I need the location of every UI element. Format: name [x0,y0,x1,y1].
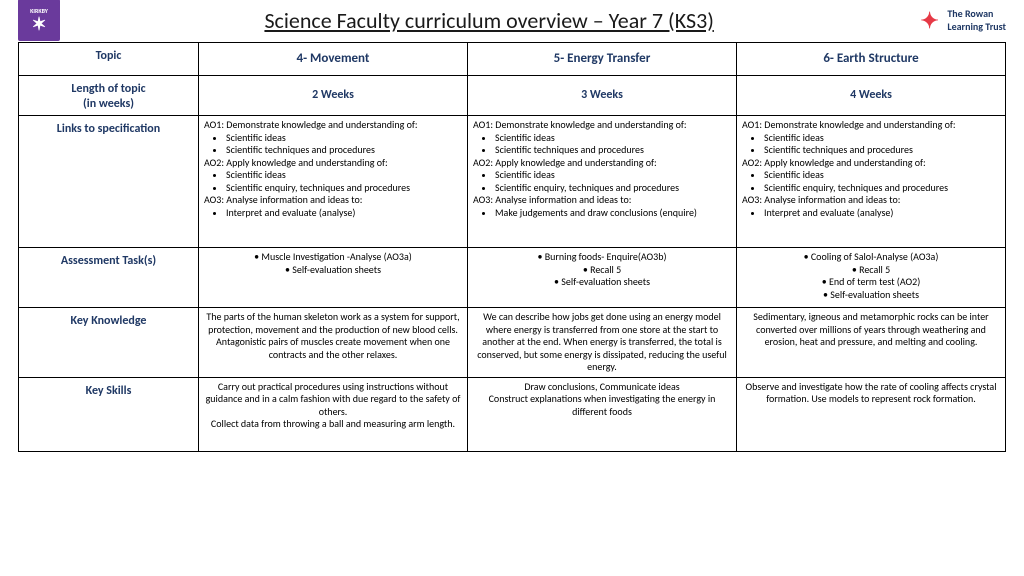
know-1: The parts of the human skeleton work as … [199,308,468,378]
know-2: We can describe how jobs get done using … [468,308,737,378]
row-header-length: Length of topic (in weeks) [19,76,199,116]
row-header-skills: Key Skills [19,377,199,451]
skills-1: Carry out practical procedures using ins… [199,377,468,451]
curriculum-table: Topic 4- Movement 5- Energy Transfer 6- … [18,42,1006,452]
trust-icon [918,7,944,33]
know-3: Sedimentary, igneous and metamorphic roc… [737,308,1006,378]
assess-2: • Burning foods- Enquire(AO3b)• Recall 5… [468,248,737,308]
page-title: Science Faculty curriculum overview – Ye… [60,7,918,34]
star-icon: ✶ [31,15,46,33]
links-3: AO1: Demonstrate knowledge and understan… [737,116,1006,248]
trust-text: The Rowan Learning Trust [947,7,1006,33]
trust-logo: The Rowan Learning Trust [918,7,1006,33]
school-logo: KIRKBY ✶ [18,0,60,41]
row-header-know: Key Knowledge [19,308,199,378]
skills-3: Observe and investigate how the rate of … [737,377,1006,451]
col-header-1: 4- Movement [199,43,468,76]
weeks-2: 3 Weeks [468,76,737,116]
assess-3: • Cooling of Salol-Analyse (AO3a)• Recal… [737,248,1006,308]
col-header-3: 6- Earth Structure [737,43,1006,76]
col-header-2: 5- Energy Transfer [468,43,737,76]
assess-1: • Muscle Investigation -Analyse (AO3a)• … [199,248,468,308]
header: KIRKBY ✶ Science Faculty curriculum over… [0,0,1024,38]
weeks-1: 2 Weeks [199,76,468,116]
row-header-topic: Topic [19,43,199,76]
weeks-3: 4 Weeks [737,76,1006,116]
links-2: AO1: Demonstrate knowledge and understan… [468,116,737,248]
row-header-links: Links to specification [19,116,199,248]
skills-2: Draw conclusions, Communicate ideasConst… [468,377,737,451]
row-header-assess: Assessment Task(s) [19,248,199,308]
links-1: AO1: Demonstrate knowledge and understan… [199,116,468,248]
